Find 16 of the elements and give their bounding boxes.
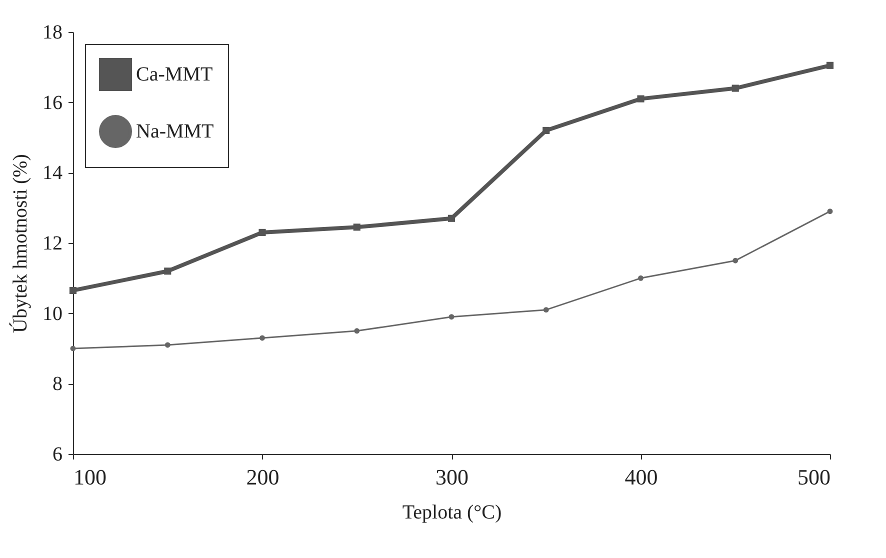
- y-tick-label: 18: [42, 22, 62, 44]
- y-tick-label: 8: [52, 373, 62, 396]
- y-tick-label: 16: [42, 92, 62, 114]
- x-axis-title: Teplota (°C): [402, 502, 502, 524]
- y-tick-label: 6: [52, 444, 62, 466]
- x-tick-label: 500: [798, 464, 830, 490]
- x-tick-label: 100: [74, 464, 106, 490]
- legend-label: Na-MMT: [136, 120, 214, 142]
- y-tick-label: 14: [42, 162, 62, 184]
- x-tick-label: 300: [436, 464, 468, 490]
- legend-label: Ca-MMT: [136, 64, 213, 86]
- x-tick-label: 200: [246, 464, 280, 490]
- y-tick-label: 10: [42, 302, 62, 325]
- y-tick-label: 12: [42, 232, 62, 254]
- x-tick-label: 400: [624, 464, 658, 490]
- y-axis-title: Úbytek hmotnosti (%): [8, 154, 32, 333]
